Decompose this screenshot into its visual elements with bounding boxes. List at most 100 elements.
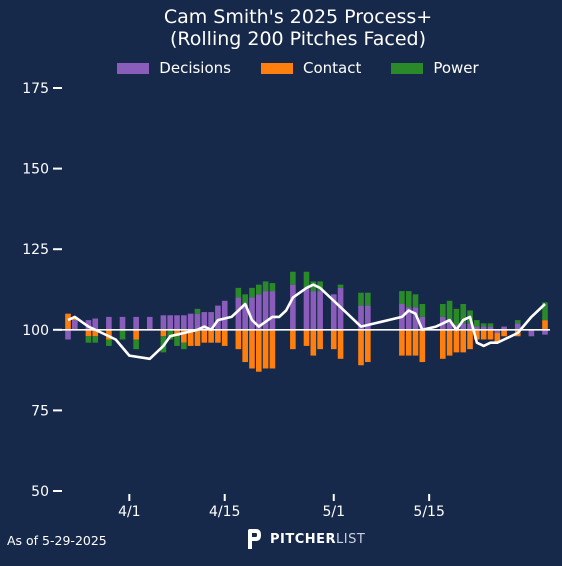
bar-power	[92, 336, 99, 343]
bar-decisions	[365, 305, 371, 330]
bar-decisions	[269, 291, 276, 330]
bar-decisions	[405, 307, 412, 330]
bar-contact	[487, 329, 494, 340]
bar-decisions	[303, 287, 310, 330]
bar-contact	[446, 329, 453, 356]
y-tick-label: 125	[22, 242, 49, 258]
bar-power	[235, 287, 242, 298]
pitcherlist-wordmark: PITCHERLIST	[270, 532, 365, 547]
bar-contact	[65, 313, 71, 330]
bar-decisions	[249, 297, 255, 330]
bar-power	[412, 294, 419, 308]
legend: Decisions Contact Power	[0, 59, 562, 77]
bar-power	[358, 292, 364, 306]
pitcherlist-icon	[248, 529, 261, 549]
bar-power	[262, 281, 269, 292]
legend-swatch-decisions	[117, 62, 150, 74]
bar-decisions	[208, 312, 214, 330]
legend-label-power: Power	[433, 59, 479, 77]
bar-power	[419, 304, 426, 317]
bar-decisions	[181, 315, 187, 330]
bar-decisions	[412, 307, 419, 330]
bar-decisions	[487, 326, 494, 330]
bar-contact	[439, 329, 446, 359]
bar-decisions	[501, 326, 507, 330]
bar-decisions	[310, 291, 317, 330]
y-tick-label: 50	[31, 484, 49, 500]
bar-contact	[460, 329, 467, 353]
bar-contact	[419, 329, 426, 363]
legend-label-decisions: Decisions	[159, 59, 231, 77]
bar-power	[133, 339, 139, 350]
bar-contact	[221, 329, 228, 346]
bar-contact	[365, 329, 371, 363]
bar-decisions	[419, 316, 426, 330]
bar-power	[474, 320, 480, 327]
bar-contact	[467, 329, 473, 350]
legend-swatch-power	[391, 62, 424, 74]
legend-item-decisions: Decisions	[117, 59, 231, 77]
bar-decisions	[460, 323, 467, 330]
bar-decisions	[317, 291, 323, 330]
bar-decisions	[146, 316, 153, 330]
bar-contact	[249, 329, 255, 369]
bar-decisions	[480, 326, 487, 330]
bar-decisions	[133, 316, 139, 330]
legend-item-contact: Contact	[260, 59, 362, 77]
bar-contact	[474, 329, 480, 340]
bar-contact	[290, 329, 296, 350]
bar-contact	[85, 329, 92, 337]
x-tick-label: 4/15	[209, 504, 240, 520]
bar-contact	[242, 329, 248, 363]
bar-power	[514, 320, 521, 324]
bar-power	[249, 287, 255, 298]
bar-power	[439, 304, 446, 317]
bar-decisions	[119, 316, 126, 330]
bar-decisions	[474, 326, 480, 330]
legend-item-power: Power	[391, 59, 479, 77]
bar-power	[399, 291, 405, 305]
bar-contact	[542, 320, 548, 330]
bar-contact	[269, 329, 276, 369]
bar-contact	[399, 329, 405, 356]
bar-contact	[310, 329, 317, 356]
bar-decisions	[262, 291, 269, 330]
bar-power	[365, 292, 371, 306]
bar-contact	[235, 329, 242, 350]
bar-contact	[303, 329, 310, 346]
bar-contact	[256, 329, 262, 372]
bar-power	[337, 284, 344, 288]
bar-decisions	[215, 305, 221, 330]
bar-power	[106, 339, 112, 346]
bar-decisions	[242, 304, 248, 330]
bar-power	[85, 336, 92, 343]
bar-decisions	[467, 323, 473, 330]
bar-contact	[494, 333, 501, 343]
bar-decisions	[201, 312, 208, 330]
bar-power	[480, 323, 487, 327]
bar-power	[181, 342, 187, 350]
bar-contact	[160, 329, 167, 337]
bar-power	[405, 291, 412, 308]
legend-label-contact: Contact	[302, 59, 362, 77]
bar-contact	[174, 329, 180, 337]
bar-contact	[337, 329, 344, 359]
bar-decisions	[256, 294, 262, 330]
as-of-date: As of 5-29-2025	[7, 533, 107, 548]
bar-decisions	[290, 284, 296, 330]
bar-decisions	[494, 329, 501, 334]
x-tick-label: 4/1	[118, 504, 141, 520]
bar-contact	[453, 329, 460, 353]
bar-contact	[358, 329, 364, 366]
bar-contact	[194, 329, 201, 346]
bar-contact	[187, 329, 194, 346]
bar-decisions	[542, 329, 548, 335]
bar-power	[460, 304, 467, 324]
bar-contact	[72, 316, 78, 321]
title-line-2: (Rolling 200 Pitches Faced)	[170, 28, 426, 50]
bar-decisions	[446, 320, 453, 330]
bar-decisions	[85, 320, 92, 330]
bar-power	[487, 323, 494, 327]
bar-contact	[215, 329, 221, 343]
legend-swatch-contact	[260, 62, 293, 74]
